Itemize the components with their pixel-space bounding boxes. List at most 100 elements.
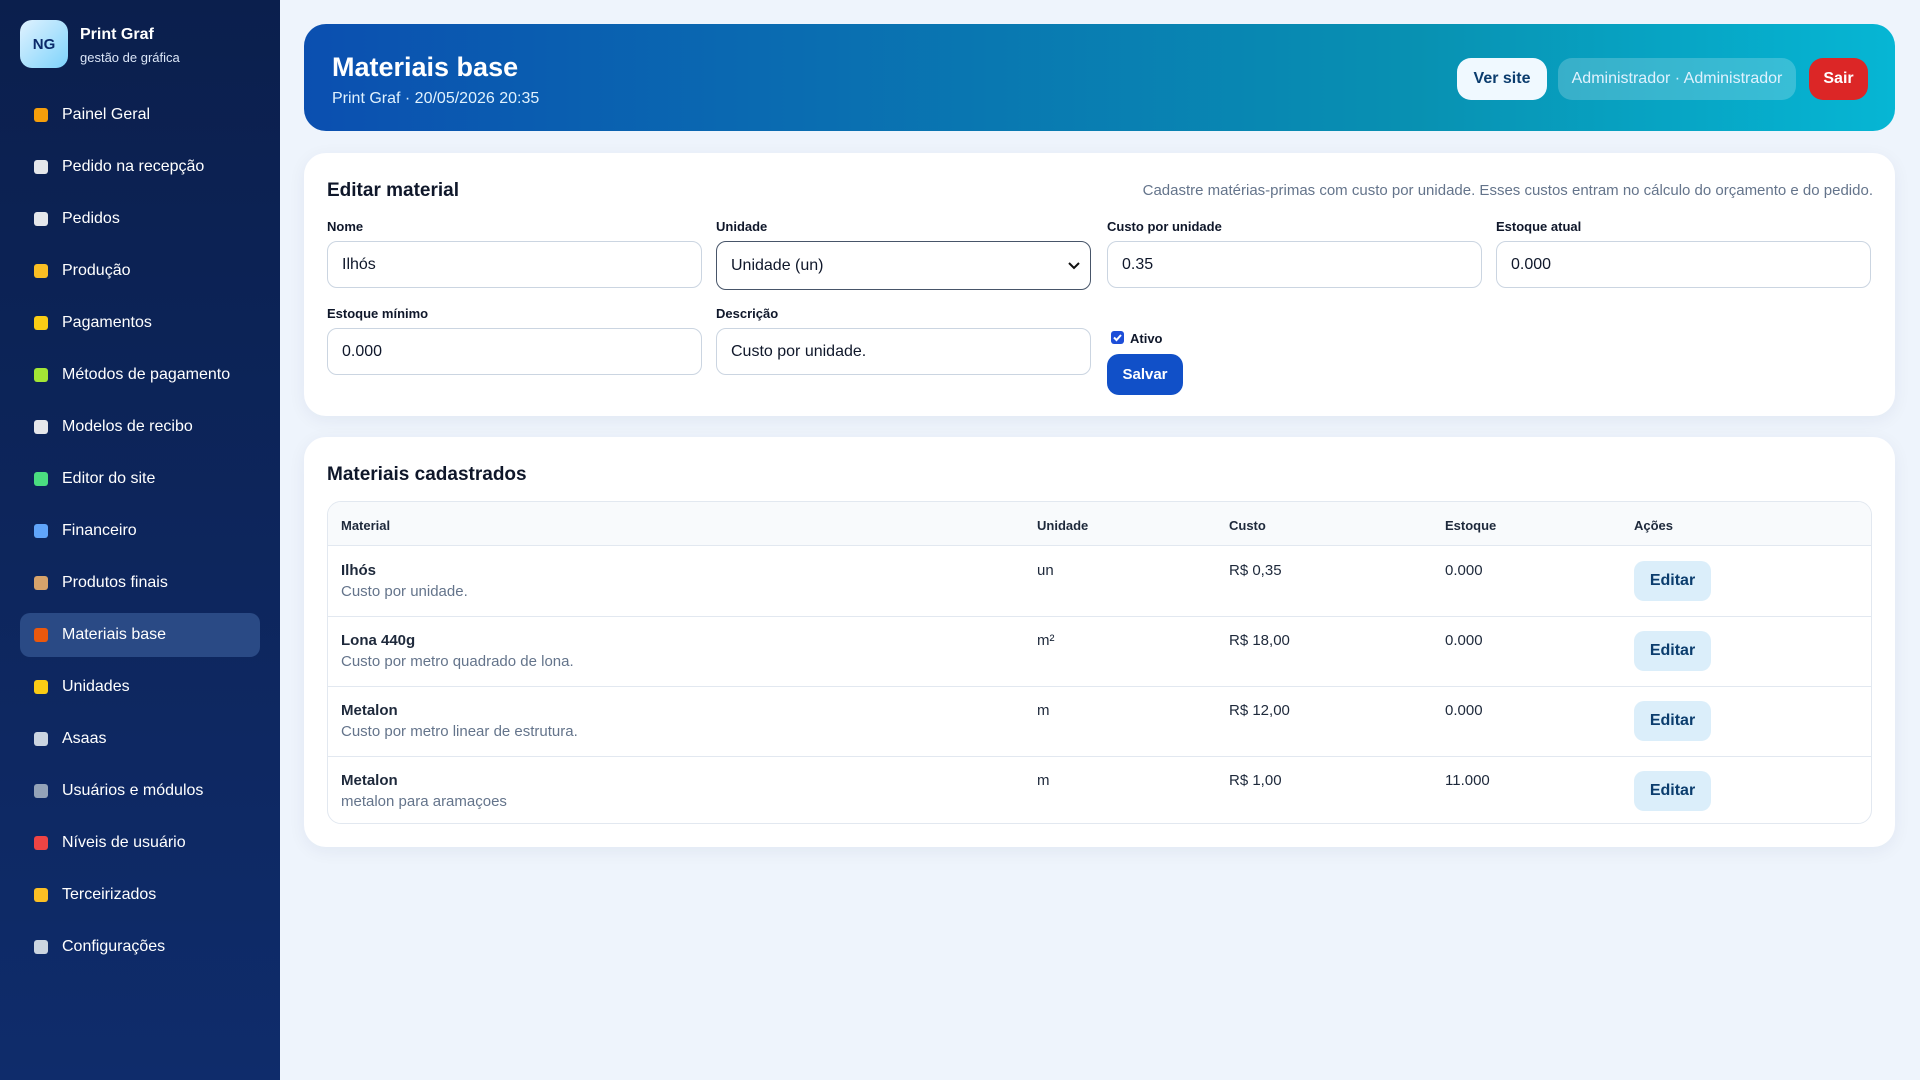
nav-label: Editor do site bbox=[62, 470, 156, 487]
nav-label: Asaas bbox=[62, 730, 107, 747]
nav-item[interactable]: Níveis de usuário bbox=[20, 821, 260, 865]
row-divider bbox=[328, 616, 1871, 617]
nav-icon bbox=[34, 264, 48, 278]
form-card: Editar material Cadastre matérias-primas… bbox=[304, 153, 1895, 416]
text-input[interactable]: 0.35 bbox=[1107, 241, 1482, 288]
brand: Print Graf bbox=[80, 26, 154, 43]
material-description: Custo por unidade. bbox=[341, 583, 468, 600]
cell-cost: R$ 18,00 bbox=[1229, 632, 1290, 649]
nav-item[interactable]: Modelos de recibo bbox=[20, 405, 260, 449]
nav-label: Painel Geral bbox=[62, 106, 151, 123]
field-label: Unidade bbox=[716, 219, 768, 234]
logout-button[interactable]: Sair bbox=[1809, 58, 1868, 100]
nav-item[interactable]: Configurações bbox=[20, 925, 260, 969]
nav-label: Níveis de usuário bbox=[62, 834, 186, 851]
chevron bbox=[1068, 262, 1080, 270]
edit-button[interactable]: Editar bbox=[1634, 701, 1711, 741]
nav-item[interactable]: Produtos finais bbox=[20, 561, 260, 605]
text-input[interactable]: Ilhós bbox=[327, 241, 702, 288]
nav-item[interactable]: Usuários e módulos bbox=[20, 769, 260, 813]
nav-item[interactable]: Pagamentos bbox=[20, 301, 260, 345]
logo: NG bbox=[20, 20, 68, 68]
cell-unit: m bbox=[1037, 702, 1050, 719]
nav-icon bbox=[34, 316, 48, 330]
nav-icon bbox=[34, 784, 48, 798]
tagline: gestão de gráfica bbox=[80, 50, 180, 65]
text-input[interactable]: 0.000 bbox=[1496, 241, 1871, 288]
table-header bbox=[328, 502, 1871, 546]
page-title: Materiais base bbox=[332, 52, 519, 82]
nav-icon bbox=[34, 836, 48, 850]
cell-cost: R$ 1,00 bbox=[1229, 772, 1282, 789]
cell-stock: 0.000 bbox=[1445, 632, 1483, 649]
nav-item[interactable]: Pedidos bbox=[20, 197, 260, 241]
material-name: Ilhós bbox=[341, 562, 377, 579]
text-input[interactable]: Custo por unidade. bbox=[716, 328, 1091, 375]
field-label: Custo por unidade bbox=[1107, 219, 1222, 234]
column-header: Custo bbox=[1229, 518, 1266, 533]
material-description: Custo por metro quadrado de lona. bbox=[341, 653, 574, 670]
nav-item[interactable]: Unidades bbox=[20, 665, 260, 709]
edit-button[interactable]: Editar bbox=[1634, 561, 1711, 601]
form-hint: Cadastre matérias-primas com custo por u… bbox=[1142, 182, 1873, 199]
nav-icon bbox=[34, 108, 48, 122]
nav-item[interactable]: Produção bbox=[20, 249, 260, 293]
nav-icon bbox=[34, 368, 48, 382]
nav-label: Pagamentos bbox=[62, 314, 152, 331]
nav-label: Usuários e módulos bbox=[62, 782, 204, 799]
save-button[interactable]: Salvar bbox=[1107, 354, 1183, 395]
column-header: Estoque bbox=[1445, 518, 1497, 533]
checkbox[interactable] bbox=[1111, 331, 1124, 344]
edit-button[interactable]: Editar bbox=[1634, 631, 1711, 671]
table: Material Unidade Custo Estoque Ações Ilhós Cus… bbox=[327, 501, 1872, 824]
nav-label: Pedidos bbox=[62, 210, 120, 227]
sidebar: NG Print Graf gestão de gráfica Painel G… bbox=[0, 0, 280, 1080]
nav-icon bbox=[34, 420, 48, 434]
row-divider bbox=[328, 686, 1871, 687]
nav-item[interactable]: Financeiro bbox=[20, 509, 260, 553]
material-description: Custo por metro linear de estrutura. bbox=[341, 723, 578, 740]
nav-item[interactable]: Pedido na recepção bbox=[20, 145, 260, 189]
nav-item[interactable]: Métodos de pagamento bbox=[20, 353, 260, 397]
cell-stock: 11.000 bbox=[1445, 772, 1490, 789]
nav-label: Terceirizados bbox=[62, 886, 157, 903]
nav-item[interactable]: Materiais base bbox=[20, 613, 260, 657]
nav-item[interactable]: Terceirizados bbox=[20, 873, 260, 917]
select-input[interactable]: Unidade (un) bbox=[716, 241, 1091, 290]
column-header: Ações bbox=[1634, 518, 1674, 533]
cell-stock: 0.000 bbox=[1445, 562, 1483, 579]
nav-item[interactable]: Painel Geral bbox=[20, 93, 260, 137]
nav-icon bbox=[34, 472, 48, 486]
edit-button[interactable]: Editar bbox=[1634, 771, 1711, 811]
nav-item[interactable]: Editor do site bbox=[20, 457, 260, 501]
nav-icon bbox=[34, 576, 48, 590]
cell-cost: R$ 12,00 bbox=[1229, 702, 1290, 719]
nav-label: Produção bbox=[62, 262, 131, 279]
cell-unit: m bbox=[1037, 772, 1050, 789]
text-input[interactable]: 0.000 bbox=[327, 328, 702, 375]
nav-item[interactable]: Asaas bbox=[20, 717, 260, 761]
nav-icon bbox=[34, 212, 48, 226]
header: Materiais base Print Graf · 20/05/2026 2… bbox=[304, 24, 1895, 131]
material-name: Lona 440g bbox=[341, 632, 416, 649]
cell-cost: R$ 0,35 bbox=[1229, 562, 1282, 579]
form-title: Editar material bbox=[327, 180, 459, 201]
material-name: Metalon bbox=[341, 772, 398, 789]
user-button[interactable]: Administrador · Administrador bbox=[1558, 58, 1796, 100]
nav-icon bbox=[34, 940, 48, 954]
table-card: Materiais cadastrados Material Unidade Cus… bbox=[304, 437, 1895, 847]
nav-label: Pedido na recepção bbox=[62, 158, 205, 175]
table-title: Materiais cadastrados bbox=[327, 464, 527, 485]
nav-label: Financeiro bbox=[62, 522, 137, 539]
nav-icon bbox=[34, 160, 48, 174]
nav-label: Métodos de pagamento bbox=[62, 366, 231, 383]
material-description: metalon para aramaçoes bbox=[341, 793, 507, 810]
field-label: Estoque mínimo bbox=[327, 306, 429, 321]
field-label: Estoque atual bbox=[1496, 219, 1582, 234]
nav-icon bbox=[34, 524, 48, 538]
column-header: Material bbox=[341, 518, 391, 533]
nav-label: Configurações bbox=[62, 938, 166, 955]
view-site-button[interactable]: Ver site bbox=[1457, 58, 1547, 100]
cell-unit: m² bbox=[1037, 632, 1055, 649]
